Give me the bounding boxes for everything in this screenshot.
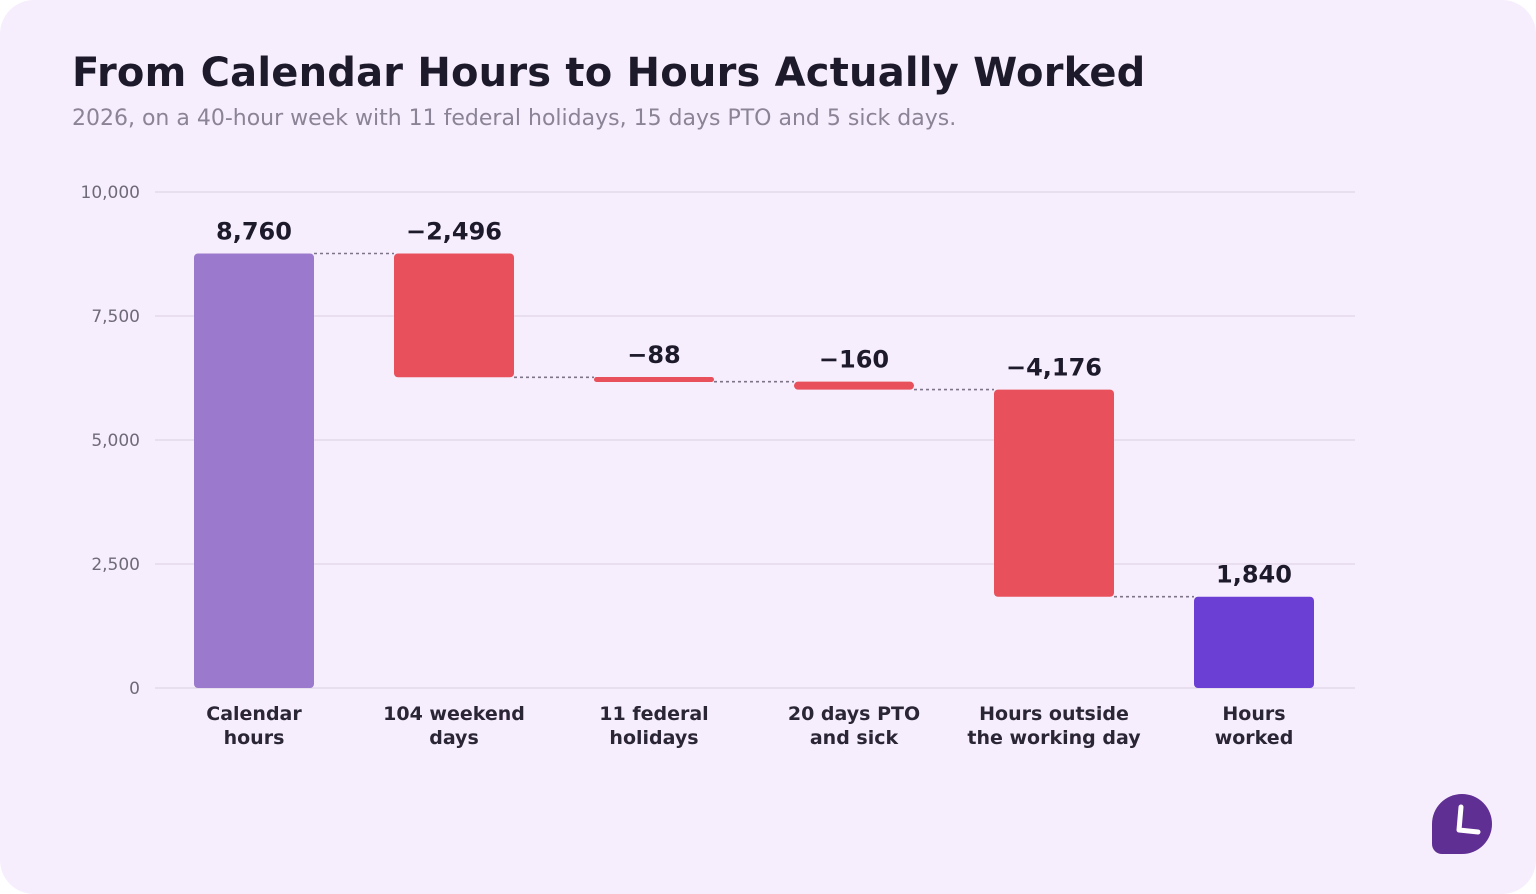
category-label-line: Calendar <box>206 703 302 725</box>
bar <box>794 381 914 390</box>
value-label: 1,840 <box>1216 561 1292 589</box>
category-label-line: worked <box>1215 727 1294 749</box>
bar <box>194 253 314 688</box>
clock-logo-icon <box>1432 794 1492 854</box>
category-label-line: hours <box>224 727 285 749</box>
chart-subtitle: 2026, on a 40-hour week with 11 federal … <box>72 106 957 131</box>
category-label-line: Hours <box>1222 703 1285 725</box>
value-label: −88 <box>627 341 681 369</box>
category-label-line: 104 weekend <box>383 703 525 725</box>
category-label-line: 11 federal <box>599 703 708 725</box>
y-tick-label: 10,000 <box>81 183 140 203</box>
bar <box>394 253 514 378</box>
category-label-line: 20 days PTO <box>788 703 920 725</box>
y-tick-label: 7,500 <box>91 307 140 327</box>
value-label: −160 <box>819 346 889 374</box>
bar <box>594 376 714 382</box>
category-label: Hours worked <box>1215 703 1294 749</box>
bar <box>994 389 1114 597</box>
category-label-line: days <box>429 727 479 749</box>
logo-clock-hands <box>1456 804 1481 835</box>
category-label: Calendar hours <box>206 703 302 749</box>
value-label: −2,496 <box>406 218 502 246</box>
bar <box>1194 596 1314 688</box>
value-label: 8,760 <box>216 218 292 246</box>
category-label-line: and sick <box>810 727 899 749</box>
category-label-line: holidays <box>609 727 698 749</box>
y-tick-label: 5,000 <box>91 431 140 451</box>
category-label: 20 days PTO and sick <box>788 703 920 749</box>
chart-title: From Calendar Hours to Hours Actually Wo… <box>72 50 1146 96</box>
value-label: −4,176 <box>1006 354 1102 382</box>
y-tick-label: 0 <box>129 679 140 699</box>
category-label-line: Hours outside <box>979 703 1129 725</box>
category-label: 104 weekend days <box>383 703 525 749</box>
category-label: 11 federal holidays <box>599 703 708 749</box>
category-label-line: the working day <box>967 727 1141 749</box>
category-label: Hours outside the working day <box>967 703 1141 749</box>
y-tick-label: 2,500 <box>91 555 140 575</box>
